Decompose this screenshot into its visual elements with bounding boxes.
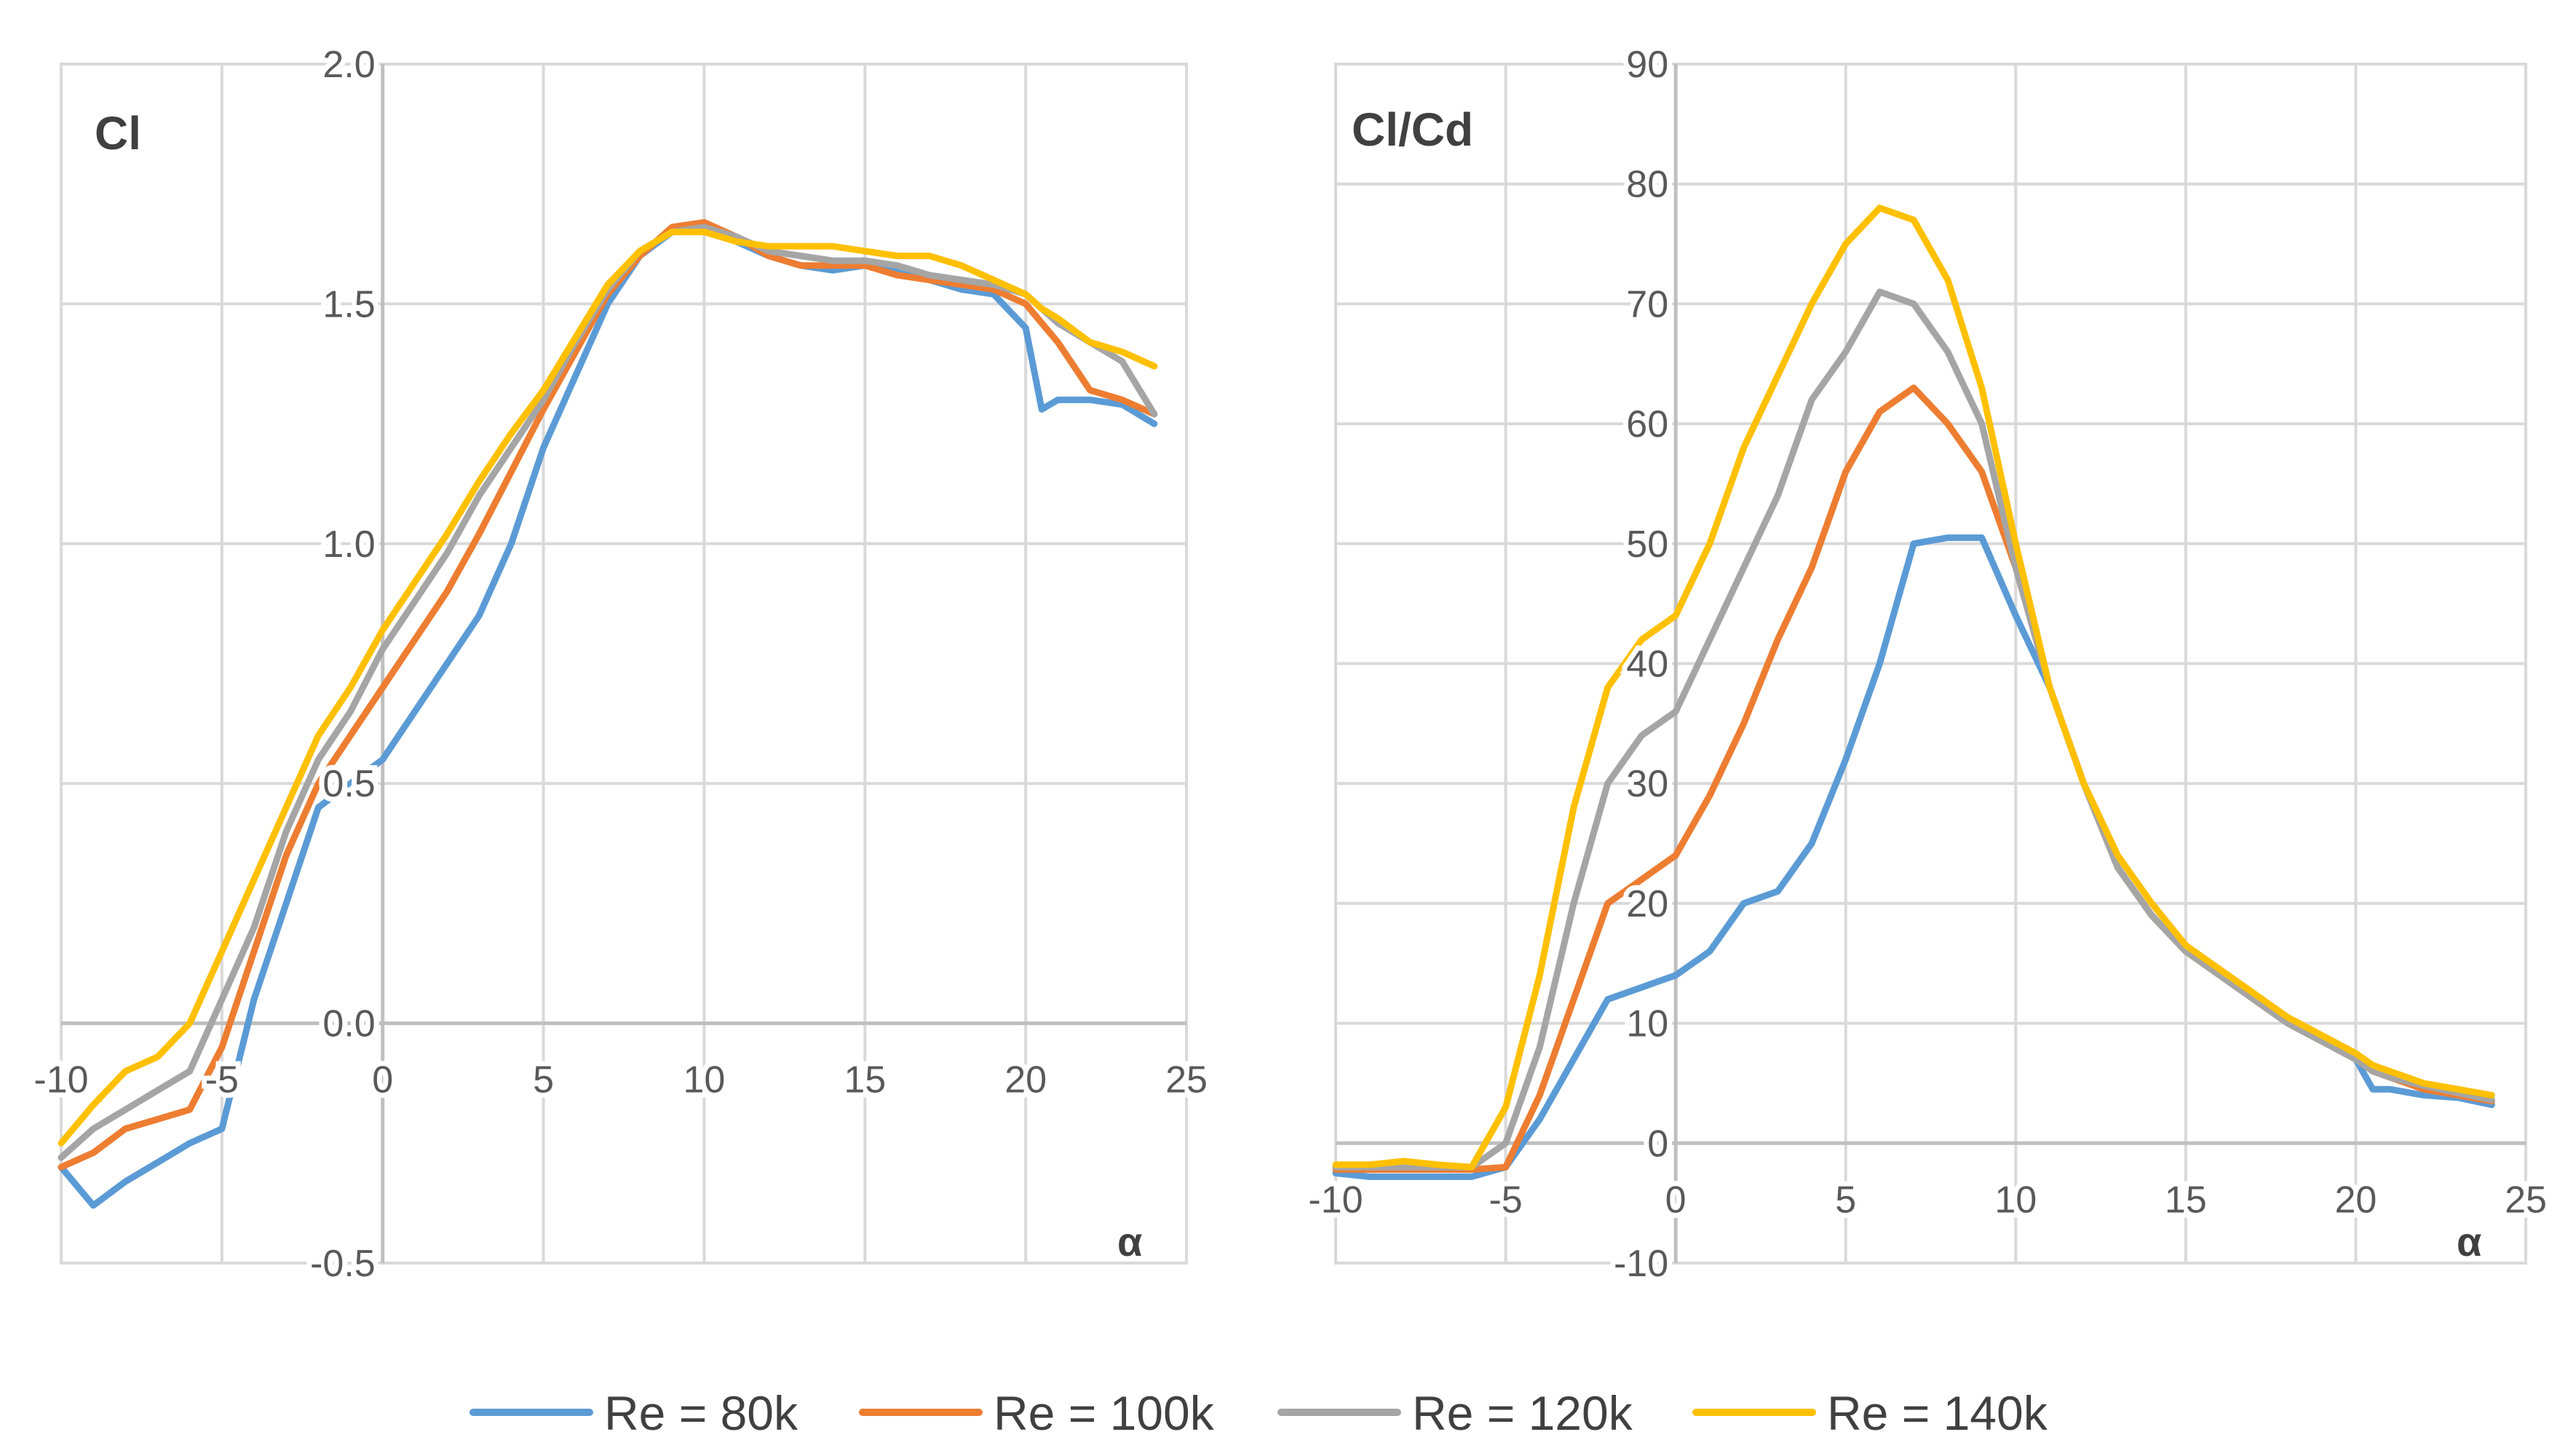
y-tick-label: -0.5 — [310, 1243, 376, 1285]
x-tick-label: -10 — [1308, 1179, 1363, 1221]
legend-label: Re = 80k — [604, 1386, 798, 1440]
series-line-re-80k — [58, 218, 1158, 1209]
x-tick-label: 10 — [1994, 1179, 2037, 1221]
y-axis-title: Cl — [95, 107, 141, 159]
x-tick-label: -5 — [205, 1059, 239, 1101]
y-tick-label: -10 — [1614, 1243, 1668, 1285]
y-tick-label: 90 — [1626, 44, 1668, 86]
y-tick-label: 0.0 — [322, 1003, 375, 1045]
x-tick-label: 5 — [533, 1059, 554, 1101]
legend-label: Re = 140k — [1827, 1386, 2048, 1440]
series-line-re-100k — [58, 218, 1158, 1171]
y-axis-title: Cl/Cd — [1352, 103, 1473, 156]
x-tick-label: 10 — [683, 1059, 726, 1101]
y-tick-label: 2.0 — [322, 44, 375, 86]
x-tick-label: 25 — [2505, 1179, 2547, 1221]
cl-cd-chart: -10 0 10 20 30 40 50 60 70 80 90 -10 -5 0 5 10 15 20 25 Cl/… — [1303, 39, 2552, 1290]
series-line-re-140k — [1332, 205, 2495, 1171]
x-tick-label: 25 — [1165, 1059, 1208, 1101]
series-line-re-140k — [58, 229, 1158, 1147]
y-tick-label: 1.5 — [322, 283, 375, 325]
x-tick-label: -10 — [33, 1059, 88, 1101]
x-tick-label: 15 — [844, 1059, 886, 1101]
y-tick-label: 50 — [1626, 523, 1668, 566]
legend-label: Re = 100k — [994, 1386, 1215, 1440]
y-tick-label: 40 — [1626, 644, 1668, 686]
x-tick-label: -5 — [1489, 1179, 1522, 1221]
x-axis-title: α — [1117, 1219, 1142, 1265]
x-tick-label: 0 — [1665, 1179, 1687, 1221]
y-tick-label: 70 — [1626, 283, 1668, 325]
y-tick-label: 10 — [1626, 1003, 1668, 1045]
y-tick-label: 1.0 — [322, 523, 375, 566]
y-tick-label: 20 — [1626, 883, 1668, 925]
series-line-re-120k — [58, 223, 1158, 1161]
legend-label: Re = 120k — [1412, 1386, 1633, 1440]
x-tick-label: 20 — [1004, 1059, 1047, 1101]
y-tick-label: 30 — [1626, 763, 1668, 805]
y-tick-label: 0 — [1647, 1123, 1668, 1165]
y-tick-label: 60 — [1626, 403, 1668, 446]
x-tick-label: 15 — [2165, 1179, 2207, 1221]
series-line-re-100k — [1332, 384, 2495, 1173]
series-line-re-120k — [1332, 288, 2495, 1171]
series-line-re-80k — [1332, 534, 2495, 1180]
legend: Re = 80k Re = 100k Re = 120k Re = 140k — [469, 1386, 2048, 1440]
x-tick-label: 5 — [1835, 1179, 1856, 1221]
x-tick-label: 20 — [2335, 1179, 2377, 1221]
x-axis-title: α — [2457, 1219, 2481, 1265]
y-tick-label: 80 — [1626, 164, 1668, 206]
cl-chart: -0.5 0.0 0.5 1.0 1.5 2.0 -10 -5 0 5 10 15 20 25 Cl α — [28, 39, 1213, 1290]
x-tick-label: 0 — [372, 1059, 393, 1101]
y-tick-label: 0.5 — [322, 763, 375, 805]
